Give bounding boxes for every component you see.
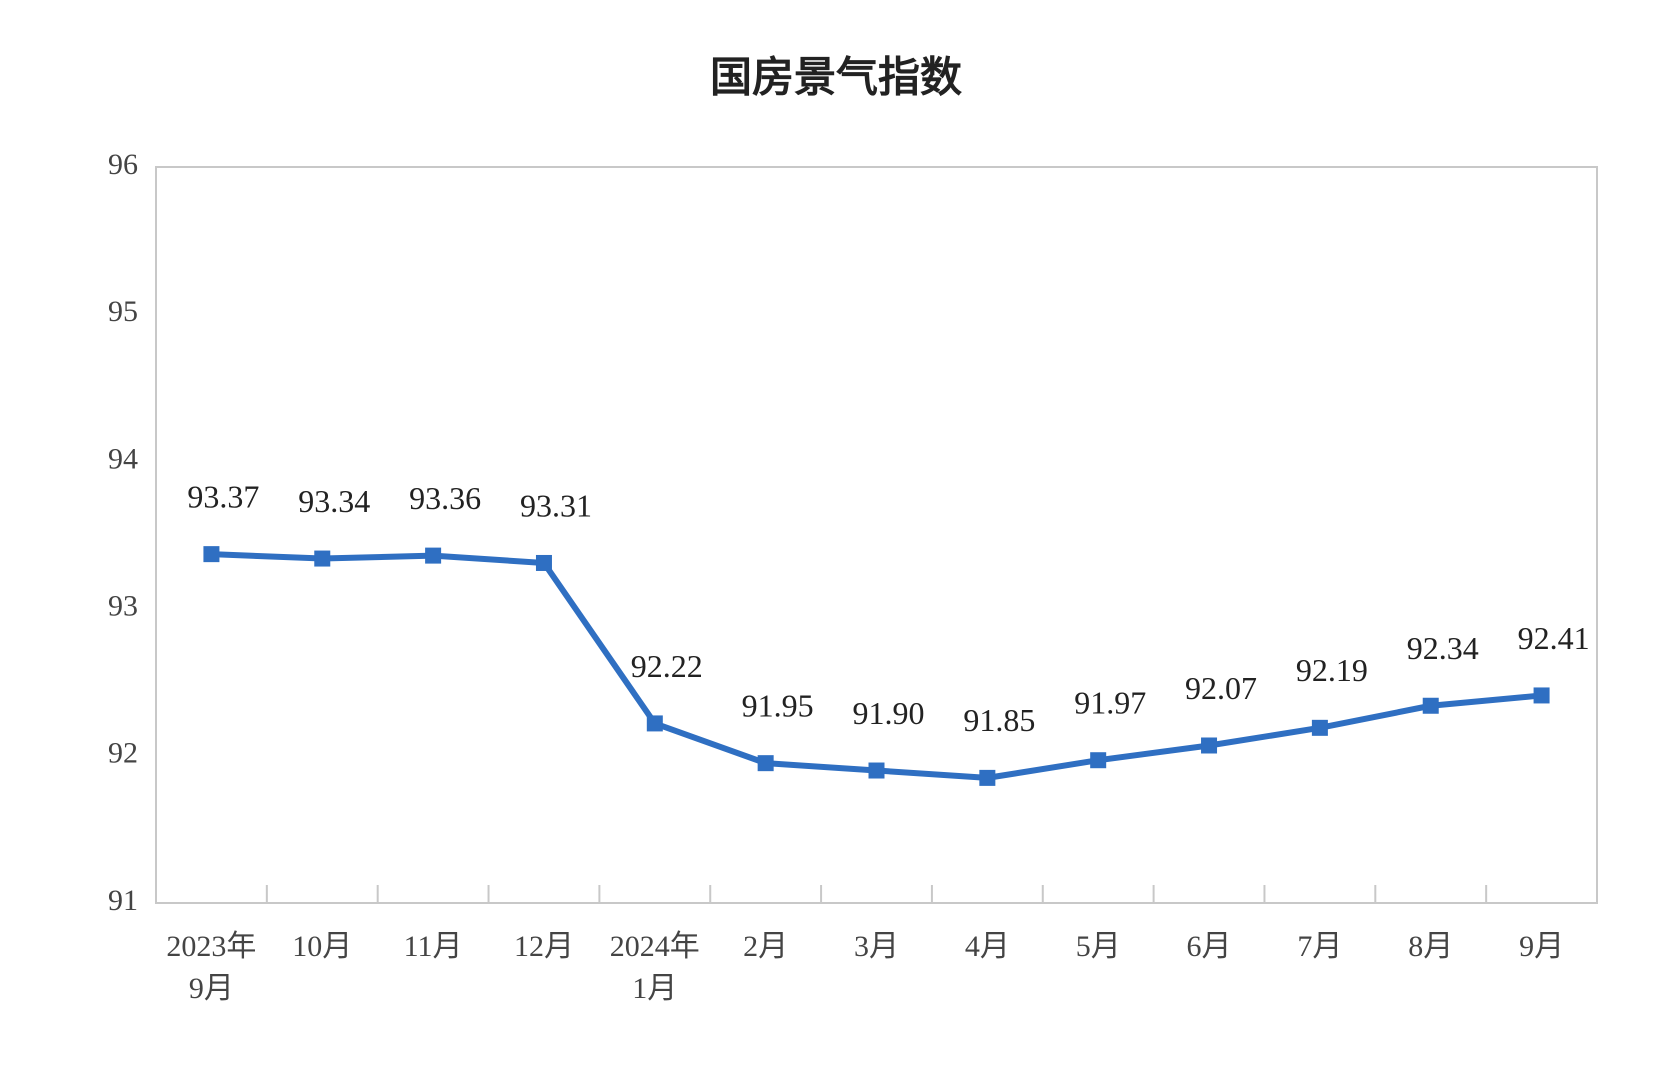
marker	[1311, 719, 1328, 736]
marker	[868, 762, 885, 779]
marker	[979, 769, 996, 786]
data-label: 93.34	[298, 483, 370, 519]
y-tick-label: 93	[108, 589, 138, 622]
marker	[1533, 687, 1550, 704]
x-tick-label: 11月	[404, 930, 463, 963]
x-tick-label: 2024年	[610, 930, 700, 963]
data-label: 92.41	[1518, 620, 1590, 656]
y-tick-label: 94	[108, 442, 138, 475]
x-tick-label: 9月	[189, 972, 234, 1005]
plot-frame	[155, 166, 1598, 904]
data-label: 91.95	[742, 688, 814, 724]
chart-title: 国房景气指数	[710, 53, 962, 102]
marker	[1201, 737, 1218, 754]
marker	[425, 547, 442, 564]
x-tick-label: 2月	[743, 930, 788, 963]
marker	[314, 550, 331, 567]
x-tick-label: 10月	[292, 930, 352, 963]
x-tick-label: 6月	[1187, 930, 1232, 963]
data-label: 92.19	[1296, 652, 1368, 688]
y-tick-label: 92	[108, 737, 138, 770]
marker	[1090, 752, 1107, 769]
data-label: 91.85	[963, 702, 1035, 738]
marker	[203, 546, 220, 563]
x-tick-label: 2023年	[166, 930, 256, 963]
x-tick-label: 9月	[1519, 930, 1564, 963]
data-label: 93.37	[187, 478, 259, 514]
data-label: 93.31	[520, 487, 592, 523]
marker	[535, 554, 552, 571]
data-label: 92.22	[631, 648, 703, 684]
marker	[646, 715, 663, 732]
y-tick-label: 91	[108, 884, 138, 917]
y-tick-label: 96	[108, 148, 138, 181]
x-tick-label: 12月	[514, 930, 574, 963]
y-tick-label: 95	[108, 295, 138, 328]
x-tick-label: 4月	[965, 930, 1010, 963]
marker	[757, 755, 774, 772]
data-label: 93.36	[409, 480, 481, 516]
data-label: 91.90	[853, 695, 925, 731]
x-tick-label: 7月	[1297, 930, 1342, 963]
x-tick-label: 8月	[1408, 930, 1453, 963]
x-tick-label: 1月	[632, 972, 677, 1005]
data-label: 91.97	[1074, 685, 1146, 721]
x-tick-label: 3月	[854, 930, 899, 963]
data-label: 92.07	[1185, 670, 1257, 706]
x-tick-label: 5月	[1076, 930, 1121, 963]
marker	[1422, 697, 1439, 714]
data-label: 92.34	[1407, 630, 1479, 666]
